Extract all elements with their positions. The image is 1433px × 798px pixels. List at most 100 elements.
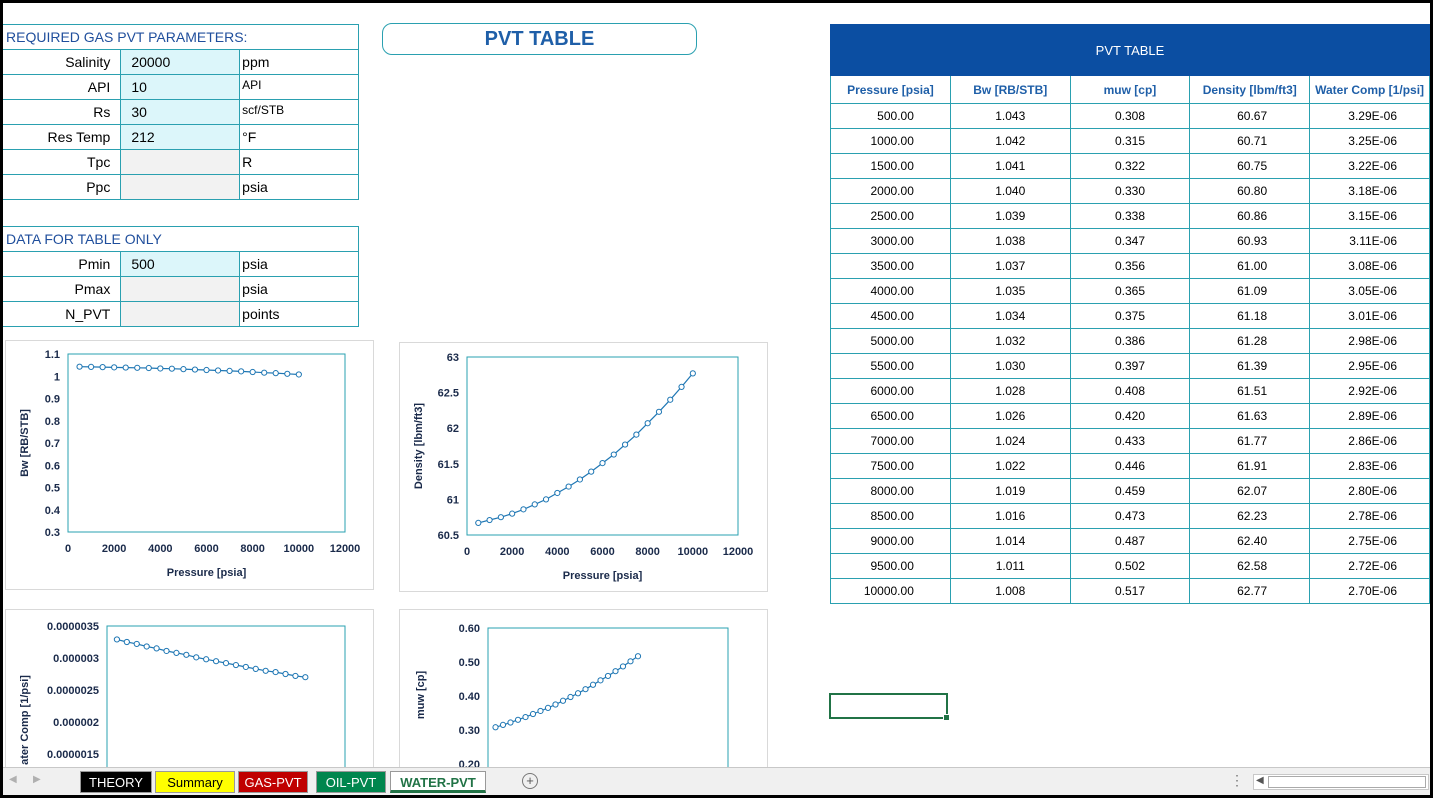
data-point[interactable] xyxy=(621,441,629,448)
table-cell[interactable]: 61.77 xyxy=(1189,428,1311,454)
table-cell[interactable]: 0.397 xyxy=(1069,353,1191,379)
param-value-cell[interactable]: 30 xyxy=(120,99,241,125)
table-cell[interactable]: 3.15E-06 xyxy=(1309,203,1430,229)
selected-cell[interactable] xyxy=(829,693,950,721)
table-cell[interactable]: 61.09 xyxy=(1189,278,1311,304)
data-point[interactable] xyxy=(554,489,561,497)
param-value-cell[interactable] xyxy=(120,301,241,327)
data-point[interactable] xyxy=(475,519,482,526)
data-point[interactable] xyxy=(655,408,663,415)
add-sheet-icon[interactable]: + xyxy=(522,773,538,789)
param-value-cell[interactable]: 212 xyxy=(120,124,241,150)
plot-area[interactable] xyxy=(67,353,346,533)
table-cell[interactable]: 3500.00 xyxy=(830,253,951,279)
table-cell[interactable]: 0.375 xyxy=(1069,303,1191,329)
table-cell[interactable]: 2500.00 xyxy=(830,203,951,229)
data-point[interactable] xyxy=(183,651,190,658)
data-point[interactable] xyxy=(272,668,279,676)
table-cell[interactable]: 1.038 xyxy=(949,228,1071,254)
data-point[interactable] xyxy=(537,707,544,715)
data-point[interactable] xyxy=(87,363,95,371)
table-cell[interactable]: 1.028 xyxy=(949,378,1071,404)
plot-area[interactable] xyxy=(466,356,739,536)
data-point[interactable] xyxy=(173,649,180,656)
table-cell[interactable]: 0.386 xyxy=(1069,328,1191,354)
table-cell[interactable]: 1.034 xyxy=(949,303,1071,329)
data-point[interactable] xyxy=(163,647,170,655)
param-value-cell[interactable]: 10 xyxy=(120,74,241,100)
table-cell[interactable]: 60.86 xyxy=(1189,203,1311,229)
tab-oil-pvt[interactable]: OIL-PVT xyxy=(316,771,386,793)
data-point[interactable] xyxy=(76,363,83,370)
data-point[interactable] xyxy=(634,653,642,660)
table-cell[interactable]: 4000.00 xyxy=(830,278,951,304)
table-cell[interactable]: 6500.00 xyxy=(830,403,951,429)
table-cell[interactable]: 61.18 xyxy=(1189,303,1311,329)
table-cell[interactable]: 1.043 xyxy=(949,103,1071,129)
data-point[interactable] xyxy=(133,640,140,648)
table-cell[interactable]: 61.91 xyxy=(1189,453,1311,479)
table-cell[interactable]: 62.07 xyxy=(1189,478,1311,504)
data-point[interactable] xyxy=(111,364,118,371)
data-point[interactable] xyxy=(599,459,606,467)
plot-area[interactable] xyxy=(106,625,346,767)
table-cell[interactable]: 60.80 xyxy=(1189,178,1311,204)
data-point[interactable] xyxy=(604,672,612,680)
table-cell[interactable]: 3.08E-06 xyxy=(1309,253,1430,279)
data-point[interactable] xyxy=(589,681,597,688)
table-cell[interactable]: 0.308 xyxy=(1069,103,1191,129)
table-cell[interactable]: 1500.00 xyxy=(830,153,951,179)
table-cell[interactable]: 1.041 xyxy=(949,153,1071,179)
tab-scroll-right-icon[interactable]: ▶ xyxy=(33,774,41,785)
data-point[interactable] xyxy=(612,668,619,675)
worksheet[interactable]: REQUIRED GAS PVT PARAMETERS: Salinity 200… xyxy=(3,3,1430,767)
tab-gas-pvt[interactable]: GAS-PVT xyxy=(238,771,308,793)
table-cell[interactable]: 61.28 xyxy=(1189,328,1311,354)
table-cell[interactable]: 61.63 xyxy=(1189,403,1311,429)
scrollbar-thumb[interactable] xyxy=(1268,776,1426,788)
data-point[interactable] xyxy=(619,663,627,670)
data-point[interactable] xyxy=(191,366,199,373)
table-cell[interactable]: 60.67 xyxy=(1189,103,1311,129)
data-point[interactable] xyxy=(552,701,559,708)
data-point[interactable] xyxy=(559,697,567,704)
table-cell[interactable]: 60.93 xyxy=(1189,228,1311,254)
param-value-cell[interactable] xyxy=(120,276,241,302)
table-cell[interactable]: 61.00 xyxy=(1189,253,1311,279)
density-chart[interactable]: 60.5 61 61.5 62 62.5 63 0 2000 4000 6000 8000 10000… xyxy=(399,342,768,592)
table-cell[interactable]: 0.473 xyxy=(1069,503,1191,529)
table-cell[interactable]: 3.18E-06 xyxy=(1309,178,1430,204)
tab-summary[interactable]: Summary xyxy=(155,771,235,793)
table-cell[interactable]: 2.89E-06 xyxy=(1309,403,1430,429)
data-point[interactable] xyxy=(143,643,150,650)
table-cell[interactable]: 62.58 xyxy=(1189,553,1311,579)
table-cell[interactable]: 2.86E-06 xyxy=(1309,428,1430,454)
data-point[interactable] xyxy=(499,721,507,729)
data-point[interactable] xyxy=(284,370,291,377)
param-value-cell[interactable] xyxy=(120,174,241,200)
data-point[interactable] xyxy=(232,661,240,669)
data-point[interactable] xyxy=(157,365,164,372)
data-point[interactable] xyxy=(574,690,582,697)
table-cell[interactable]: 61.51 xyxy=(1189,378,1311,404)
data-point[interactable] xyxy=(242,663,249,671)
table-cell[interactable]: 0.347 xyxy=(1069,228,1191,254)
table-cell[interactable]: 62.23 xyxy=(1189,503,1311,529)
table-cell[interactable]: 7500.00 xyxy=(830,453,951,479)
table-cell[interactable]: 1.014 xyxy=(949,528,1071,554)
data-point[interactable] xyxy=(214,367,222,374)
table-cell[interactable]: 2.70E-06 xyxy=(1309,578,1430,604)
data-point[interactable] xyxy=(689,370,696,377)
horizontal-scrollbar[interactable]: ◀ xyxy=(1253,774,1429,790)
data-point[interactable] xyxy=(212,658,220,665)
table-cell[interactable]: 2.80E-06 xyxy=(1309,478,1430,504)
table-cell[interactable]: 1.019 xyxy=(949,478,1071,504)
table-cell[interactable]: 2.98E-06 xyxy=(1309,328,1430,354)
table-cell[interactable]: 2.95E-06 xyxy=(1309,353,1430,379)
table-cell[interactable]: 2000.00 xyxy=(830,178,951,204)
table-cell[interactable]: 1.011 xyxy=(949,553,1071,579)
data-point[interactable] xyxy=(238,368,245,375)
data-point[interactable] xyxy=(222,660,230,667)
table-cell[interactable]: 8500.00 xyxy=(830,503,951,529)
